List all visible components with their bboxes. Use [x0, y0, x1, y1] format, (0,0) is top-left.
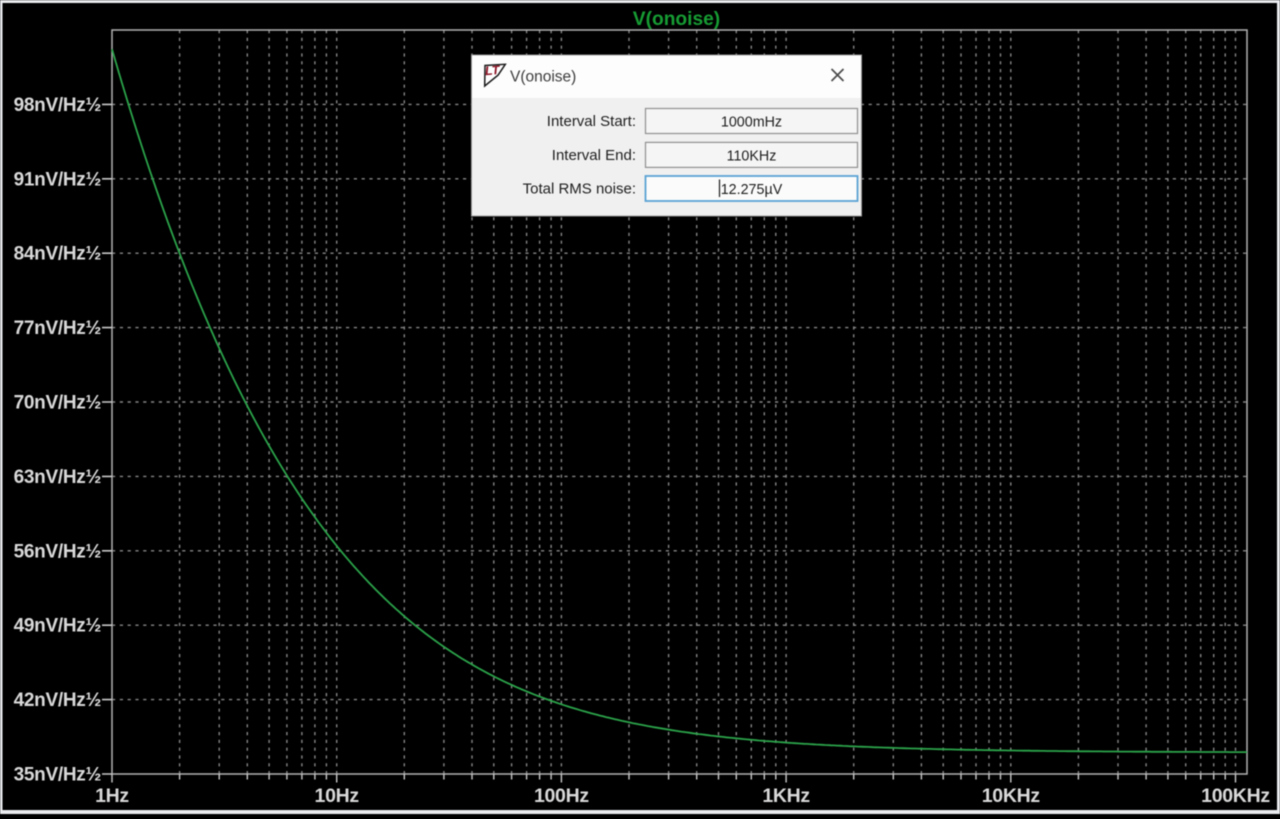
svg-text:Interval Start:: Interval Start: [547, 113, 636, 130]
svg-text:77nV/Hz½: 77nV/Hz½ [14, 318, 101, 339]
svg-text:56nV/Hz½: 56nV/Hz½ [14, 541, 101, 562]
svg-text:70nV/Hz½: 70nV/Hz½ [14, 393, 101, 414]
svg-text:42nV/Hz½: 42nV/Hz½ [14, 690, 101, 711]
svg-text:110KHz: 110KHz [727, 148, 777, 164]
svg-text:Total RMS noise:: Total RMS noise: [523, 181, 636, 198]
svg-text:10KHz: 10KHz [982, 785, 1041, 807]
svg-text:V(onoise): V(onoise) [633, 9, 720, 30]
svg-text:49nV/Hz½: 49nV/Hz½ [14, 616, 101, 637]
svg-text:84nV/Hz½: 84nV/Hz½ [14, 244, 101, 265]
svg-text:Interval End:: Interval End: [552, 147, 636, 164]
svg-text:35nV/Hz½: 35nV/Hz½ [14, 765, 101, 786]
svg-text:98nV/Hz½: 98nV/Hz½ [14, 95, 101, 116]
svg-text:91nV/Hz½: 91nV/Hz½ [14, 169, 101, 190]
svg-text:LT: LT [484, 63, 501, 78]
svg-text:1Hz: 1Hz [95, 785, 129, 807]
svg-text:63nV/Hz½: 63nV/Hz½ [14, 467, 101, 488]
svg-text:1KHz: 1KHz [762, 785, 810, 807]
svg-text:1000mHz: 1000mHz [721, 115, 782, 131]
svg-text:V(onoise): V(onoise) [510, 69, 576, 86]
svg-text:100KHz: 100KHz [1201, 785, 1270, 807]
svg-text:12.275µV: 12.275µV [721, 182, 783, 198]
svg-text:100Hz: 100Hz [534, 785, 589, 807]
svg-text:10Hz: 10Hz [315, 785, 360, 807]
